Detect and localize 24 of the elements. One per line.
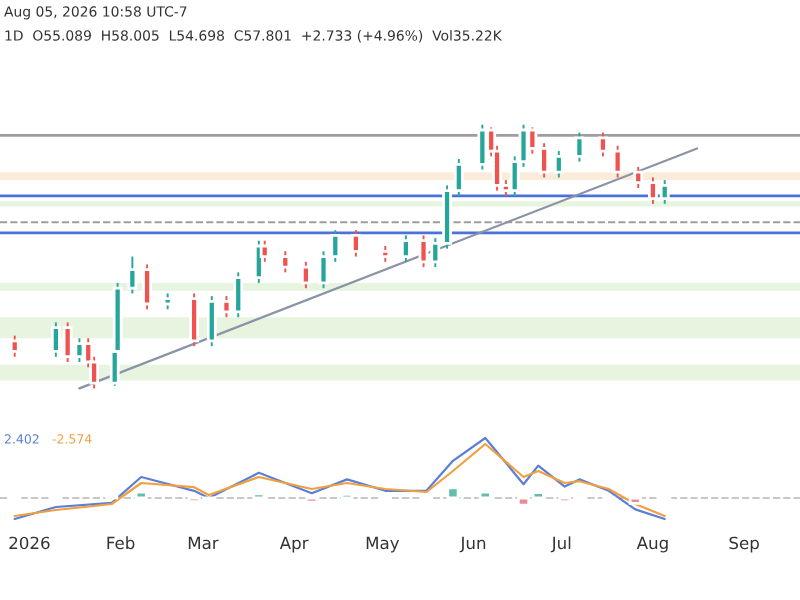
candlestick [142,263,152,311]
candlestick [280,250,291,274]
candlestick [598,131,608,158]
candlestick [9,334,20,358]
candlestick [189,292,200,348]
x-tick-label: Apr [279,536,309,553]
candlestick [553,150,564,179]
candlestick [574,131,585,163]
x-tick-label: 2026 [9,536,50,550]
x-tick-label: Jul [550,536,571,553]
candlestick [477,123,488,171]
x-tick-label: Sep [729,536,759,553]
candlestick [400,234,411,263]
candlestick [350,229,361,258]
candlestick [612,144,623,179]
x-tick-label: Jun [459,536,486,553]
x-tick-label: May [366,536,400,553]
candlestick [300,260,311,290]
x-tick-label: Feb [107,536,135,550]
x-tick-label: Mar [188,536,219,550]
candlestick [127,255,138,295]
candlestick [206,295,217,348]
candlestick [633,165,644,189]
x-tick-label: Aug [636,536,668,553]
